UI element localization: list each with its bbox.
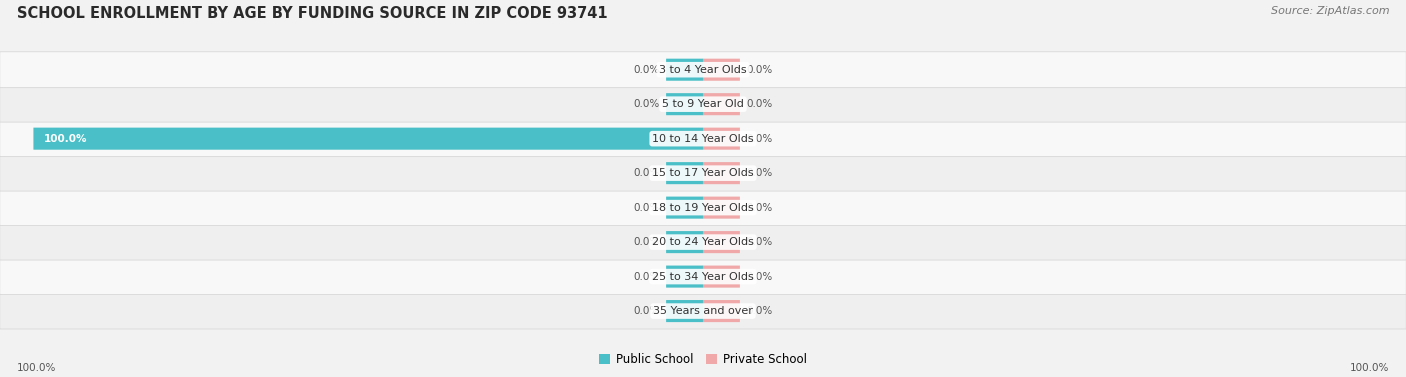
FancyBboxPatch shape	[666, 300, 703, 322]
Text: 0.0%: 0.0%	[633, 237, 659, 247]
Text: 100.0%: 100.0%	[44, 134, 87, 144]
Text: 0.0%: 0.0%	[747, 202, 773, 213]
FancyBboxPatch shape	[703, 265, 740, 288]
Text: 3 to 4 Year Olds: 3 to 4 Year Olds	[659, 65, 747, 75]
Text: 0.0%: 0.0%	[633, 99, 659, 109]
FancyBboxPatch shape	[666, 162, 703, 184]
Text: 0.0%: 0.0%	[633, 65, 659, 75]
FancyBboxPatch shape	[0, 293, 1406, 329]
Text: SCHOOL ENROLLMENT BY AGE BY FUNDING SOURCE IN ZIP CODE 93741: SCHOOL ENROLLMENT BY AGE BY FUNDING SOUR…	[17, 6, 607, 21]
Text: 0.0%: 0.0%	[633, 202, 659, 213]
FancyBboxPatch shape	[703, 128, 740, 150]
Text: 0.0%: 0.0%	[747, 306, 773, 316]
Text: 100.0%: 100.0%	[17, 363, 56, 373]
Text: 10 to 14 Year Olds: 10 to 14 Year Olds	[652, 134, 754, 144]
Text: 0.0%: 0.0%	[747, 134, 773, 144]
Text: 0.0%: 0.0%	[747, 271, 773, 282]
FancyBboxPatch shape	[666, 231, 703, 253]
FancyBboxPatch shape	[0, 155, 1406, 191]
FancyBboxPatch shape	[0, 259, 1406, 294]
Text: 25 to 34 Year Olds: 25 to 34 Year Olds	[652, 271, 754, 282]
Text: 0.0%: 0.0%	[747, 65, 773, 75]
Text: 5 to 9 Year Old: 5 to 9 Year Old	[662, 99, 744, 109]
FancyBboxPatch shape	[0, 52, 1406, 87]
FancyBboxPatch shape	[666, 265, 703, 288]
Legend: Public School, Private School: Public School, Private School	[593, 349, 813, 371]
Text: 0.0%: 0.0%	[633, 168, 659, 178]
FancyBboxPatch shape	[703, 93, 740, 115]
Text: 0.0%: 0.0%	[747, 99, 773, 109]
Text: 18 to 19 Year Olds: 18 to 19 Year Olds	[652, 202, 754, 213]
FancyBboxPatch shape	[0, 121, 1406, 156]
Text: 35 Years and over: 35 Years and over	[652, 306, 754, 316]
FancyBboxPatch shape	[34, 128, 703, 150]
FancyBboxPatch shape	[0, 86, 1406, 122]
FancyBboxPatch shape	[703, 59, 740, 81]
Text: Source: ZipAtlas.com: Source: ZipAtlas.com	[1271, 6, 1389, 16]
Text: 0.0%: 0.0%	[747, 237, 773, 247]
Text: 0.0%: 0.0%	[633, 306, 659, 316]
FancyBboxPatch shape	[666, 59, 703, 81]
FancyBboxPatch shape	[703, 196, 740, 219]
Text: 100.0%: 100.0%	[1350, 363, 1389, 373]
FancyBboxPatch shape	[0, 190, 1406, 225]
FancyBboxPatch shape	[703, 300, 740, 322]
FancyBboxPatch shape	[666, 93, 703, 115]
FancyBboxPatch shape	[0, 224, 1406, 260]
Text: 15 to 17 Year Olds: 15 to 17 Year Olds	[652, 168, 754, 178]
Text: 20 to 24 Year Olds: 20 to 24 Year Olds	[652, 237, 754, 247]
FancyBboxPatch shape	[703, 231, 740, 253]
FancyBboxPatch shape	[666, 196, 703, 219]
Text: 0.0%: 0.0%	[747, 168, 773, 178]
Text: 0.0%: 0.0%	[633, 271, 659, 282]
FancyBboxPatch shape	[703, 162, 740, 184]
